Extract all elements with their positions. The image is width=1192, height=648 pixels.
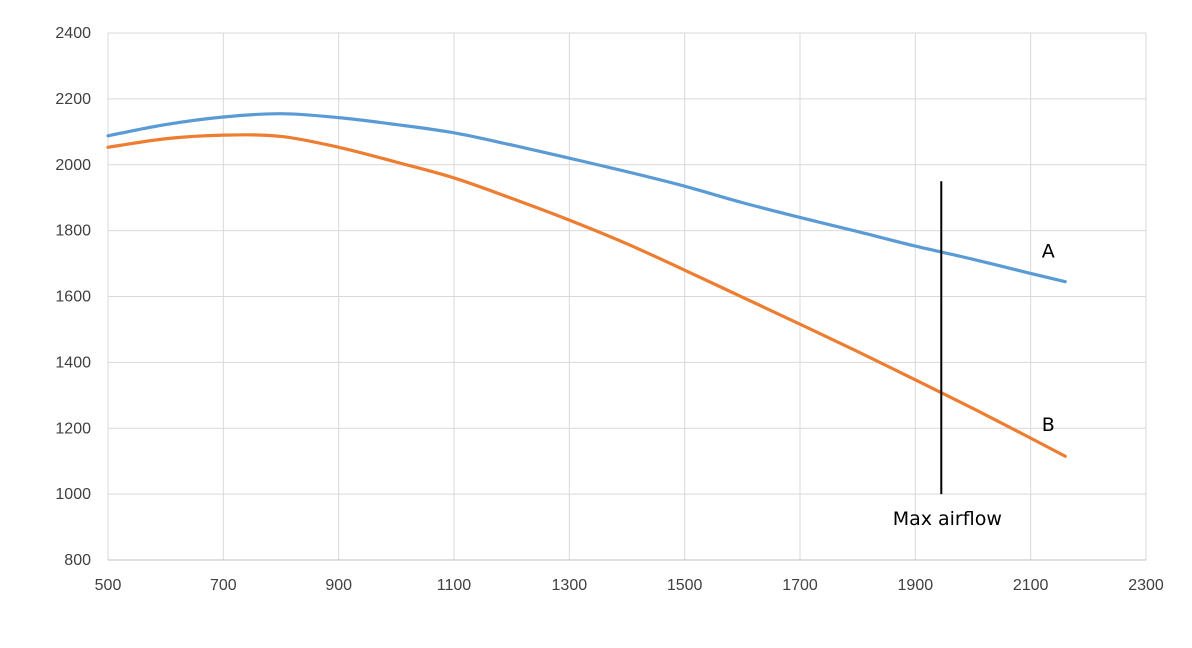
- y-tick-label: 1200: [55, 420, 91, 437]
- gridlines: [107, 32, 1147, 560]
- x-tick-label: 2100: [1013, 577, 1049, 594]
- y-tick-label: 1000: [55, 486, 91, 503]
- series-labels: AB: [1042, 241, 1055, 437]
- x-tick-label: 500: [95, 577, 122, 594]
- series-label-b: B: [1042, 414, 1055, 436]
- axes: 800 1000 1200 1400 1600 1800 2000 2200 2400 500 70…: [55, 25, 1163, 594]
- series-lines: [106, 112, 1067, 458]
- x-tick-label: 1300: [552, 577, 588, 594]
- series-line-a: [106, 112, 1067, 284]
- y-tick-label: 2000: [55, 157, 91, 174]
- x-tick-label: 1900: [898, 577, 934, 594]
- x-tick-label: 900: [325, 577, 352, 594]
- x-tick-label: 700: [210, 577, 237, 594]
- y-tick-label: 2400: [55, 25, 91, 42]
- series-label-a: A: [1042, 241, 1055, 263]
- y-tick-label: 800: [64, 552, 91, 569]
- series-line-b: [106, 133, 1067, 458]
- y-tick-label: 1600: [55, 289, 91, 306]
- x-tick-label: 1700: [782, 577, 818, 594]
- max-airflow-label: Max airflow: [893, 508, 1002, 530]
- x-tick-label: 2300: [1128, 577, 1164, 594]
- x-tick-label: 1500: [667, 577, 703, 594]
- x-tick-label: 1100: [437, 577, 472, 594]
- y-tick-label: 2200: [55, 91, 91, 108]
- y-tick-label: 1400: [55, 354, 91, 371]
- y-tick-label: 1800: [55, 223, 91, 240]
- annotations: Max airflow: [893, 181, 1002, 530]
